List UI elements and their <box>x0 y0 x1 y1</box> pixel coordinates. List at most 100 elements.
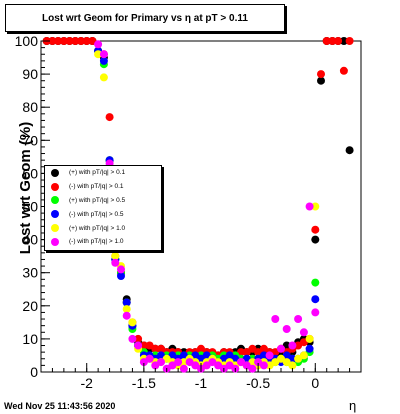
data-point <box>134 334 143 343</box>
legend-item: (-) with pT/|q| > 1.0 <box>45 235 161 249</box>
data-point <box>179 364 188 373</box>
data-point <box>311 295 320 304</box>
data-point <box>248 364 257 373</box>
data-point <box>259 361 268 370</box>
data-point <box>174 358 183 367</box>
data-point <box>294 341 303 350</box>
data-point <box>271 315 280 323</box>
data-point <box>122 298 131 307</box>
y-tick-label: 50 <box>22 199 38 215</box>
data-point <box>139 341 148 350</box>
data-point <box>299 328 308 337</box>
y-tick-label: 70 <box>22 132 38 148</box>
legend-item: (-) with pT/|q| > 0.5 <box>45 207 161 221</box>
data-point <box>317 70 325 79</box>
legend: (+) with pT/|q| > 0.1 (-) with pT/|q| > … <box>44 165 162 251</box>
data-point <box>294 315 303 323</box>
data-point <box>157 358 165 367</box>
y-tick-label: 80 <box>22 99 38 115</box>
legend-label: (-) with pT/|q| > 0.1 <box>69 183 124 191</box>
legend-item: (+) with pT/|q| > 0.1 <box>45 166 161 180</box>
legend-item: (-) with pT/|q| > 0.1 <box>45 180 161 194</box>
legend-marker <box>51 224 59 233</box>
data-point <box>305 202 314 211</box>
data-point <box>122 305 131 314</box>
timestamp-footer: Wed Nov 25 11:43:56 2020 <box>4 401 116 411</box>
chart-title: Lost wrt Geom for Primary vs η at pT > 0… <box>5 4 285 32</box>
data-point <box>134 341 143 350</box>
x-tick-label: -2 <box>80 375 93 391</box>
legend-marker <box>51 168 59 177</box>
data-point <box>339 66 348 75</box>
data-point <box>128 334 137 343</box>
data-point <box>311 225 320 234</box>
y-tick-label: 100 <box>15 33 39 49</box>
data-point <box>145 354 154 363</box>
data-point <box>345 37 354 45</box>
axis-layer: -2 -1.5 -1 -0.5 0 0 10 20 30 40 50 60 70 80 90 100 <box>15 33 362 391</box>
y-tick-label: 30 <box>22 265 38 281</box>
data-point <box>99 56 108 65</box>
data-point <box>71 37 80 45</box>
legend-item: (+) with pT/|q| > 1.0 <box>45 221 161 235</box>
data-point <box>254 358 263 367</box>
legend-item: (+) with pT/|q| > 0.5 <box>45 194 161 208</box>
data-point <box>311 278 320 287</box>
data-point <box>54 37 63 45</box>
data-point <box>94 50 103 59</box>
data-point <box>299 351 308 360</box>
data-point <box>288 361 297 370</box>
data-point <box>117 265 125 274</box>
data-point <box>322 37 331 45</box>
data-point <box>48 37 57 45</box>
legend-label: (+) with pT/|q| > 0.1 <box>69 169 126 177</box>
legend-label: (+) with pT/|q| > 0.5 <box>69 196 126 204</box>
data-point <box>345 146 354 155</box>
y-tick-label: 40 <box>22 232 38 248</box>
data-point <box>122 311 131 320</box>
data-point <box>305 334 314 343</box>
legend-marker <box>51 182 59 191</box>
data-point <box>288 341 297 350</box>
legend-label: (-) with pT/|q| > 1.0 <box>69 238 124 246</box>
legend-marker <box>51 210 59 219</box>
data-point <box>105 113 114 122</box>
data-point <box>128 318 137 327</box>
data-point <box>328 37 337 45</box>
data-point <box>334 37 343 45</box>
data-point <box>294 354 303 363</box>
y-tick-label: 20 <box>22 298 38 314</box>
legend-marker <box>51 196 59 205</box>
x-tick-label: -1.5 <box>132 375 156 391</box>
x-tick-label: -1 <box>195 375 208 391</box>
data-point <box>305 344 314 353</box>
data-point <box>111 252 120 261</box>
data-point <box>339 37 348 45</box>
data-point <box>94 40 103 49</box>
data-point <box>311 235 320 244</box>
data-point <box>82 37 91 45</box>
legend-label: (-) with pT/|q| > 0.5 <box>69 210 124 218</box>
x-tick-label: 0 <box>311 375 319 391</box>
data-point <box>265 351 274 360</box>
y-axis-label: Lost wrt Geom (%) <box>17 121 34 255</box>
data-point <box>99 73 108 82</box>
y-tick-label: 90 <box>22 66 38 82</box>
data-point <box>277 344 285 353</box>
y-tick-label: 0 <box>30 364 38 380</box>
data-point <box>77 37 85 45</box>
data-point <box>254 348 263 357</box>
x-tick-label: -0.5 <box>246 375 270 391</box>
data-point <box>214 361 223 370</box>
data-point <box>65 37 74 45</box>
data-point <box>282 325 291 333</box>
data-point <box>117 272 125 280</box>
y-tick-label: 60 <box>22 165 38 181</box>
series-5 <box>94 40 320 373</box>
legend-marker <box>51 237 59 246</box>
data-point <box>317 76 325 85</box>
data-point <box>59 37 68 45</box>
legend-label: (+) with pT/|q| > 1.0 <box>69 224 126 232</box>
data-point <box>99 50 108 59</box>
